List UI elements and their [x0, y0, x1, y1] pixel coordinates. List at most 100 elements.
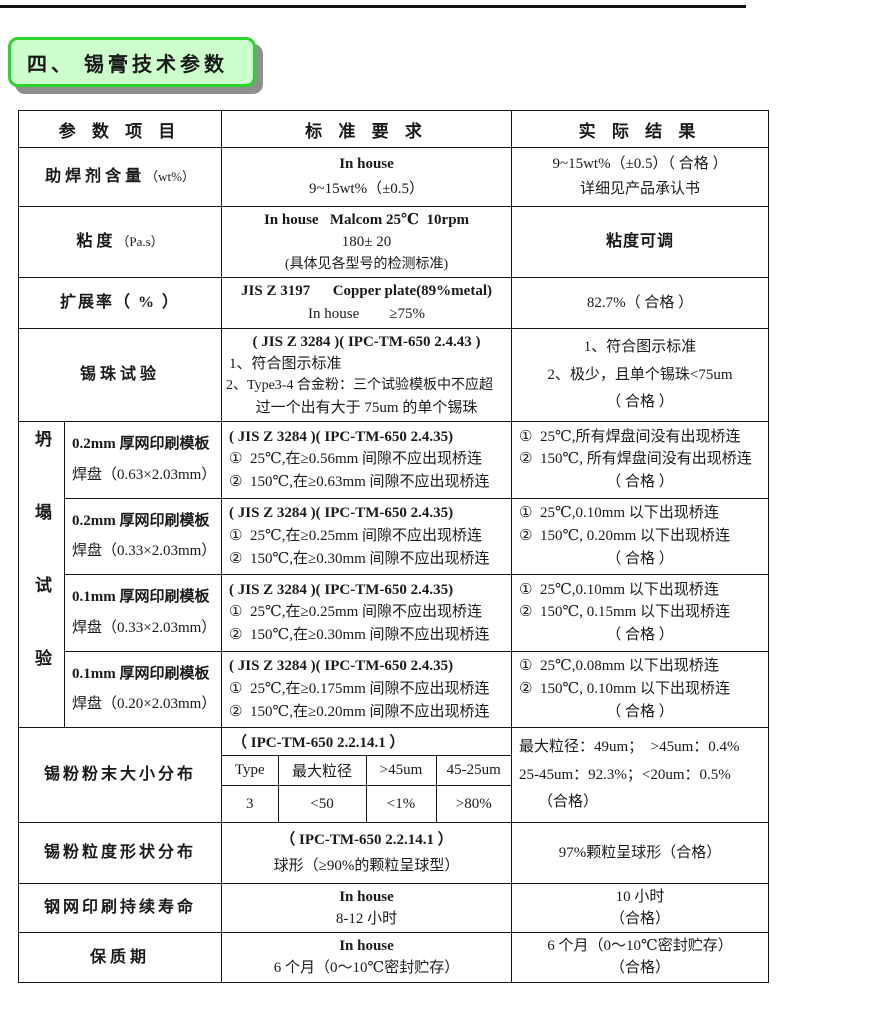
powder-shape-param-cell: 锡粉粒度形状分布	[18, 822, 222, 884]
collapse-3-label-line1: 0.1mm 厚网印刷模板	[72, 589, 210, 606]
viscosity-param-label: 粘度	[76, 233, 117, 250]
shelf-life-param-cell: 保质期	[18, 932, 222, 983]
powder-size-result-cell: 最大粒径：49um； >45um：0.4% 25-45um：92.3%；<20u…	[511, 727, 769, 823]
powder-shape-res-line1: 97%颗粒呈球形（合格）	[558, 844, 722, 861]
stencil-life-param-label: 钢网印刷持续寿命	[43, 899, 196, 916]
collapse-1-standard-cell: ( JIS Z 3284 )( IPC-TM-650 2.4.35) ① 25℃…	[221, 421, 512, 499]
viscosity-param-unit: （Pa.s）	[116, 234, 164, 249]
collapse-4-std-line1: ( JIS Z 3284 )( IPC-TM-650 2.4.35)	[229, 658, 454, 675]
stencil-life-param-cell: 钢网印刷持续寿命	[18, 883, 222, 933]
flux-result-cell: 9~15wt%（±0.5）（ 合格 ） 详细见产品承认书	[511, 147, 769, 207]
collapse-4-result-cell: ① 25℃,0.08mm 以下出现桥连 ② 150℃, 0.10mm 以下出现桥…	[511, 650, 769, 728]
collapse-2-std-line2: ① 25℃,在≥0.25mm 间隙不应出现桥连	[229, 527, 483, 544]
inner-col-maxsize: 最大粒径	[277, 756, 367, 786]
collapse-3-result-cell: ① 25℃,0.10mm 以下出现桥连 ② 150℃, 0.15mm 以下出现桥…	[511, 574, 769, 652]
flux-std-line2: 9~15wt%（±0.5）	[308, 181, 425, 198]
collapse-group-label: 坍塌试验	[32, 430, 51, 722]
collapse-2-res-line2: ② 150℃, 0.20mm 以下出现桥连	[519, 527, 731, 544]
collapse-4-res-line1: ① 25℃,0.08mm 以下出现桥连	[519, 658, 719, 675]
row-powder-shape: 锡粉粒度形状分布 （ IPC-TM-650 2.2.14.1 ） 球形（≥90%…	[18, 822, 769, 884]
collapse-3-standard-cell: ( JIS Z 3284 )( IPC-TM-650 2.4.35) ① 25℃…	[221, 574, 512, 652]
row-flux-content: 助焊剂含量（wt%） In house 9~15wt%（±0.5） 9~15wt…	[18, 147, 769, 207]
solder-ball-std-line3: 2、Type3-4 合金粉：三个试验模板中不应超	[226, 378, 493, 394]
collapse-4-label-line1: 0.1mm 厚网印刷模板	[72, 665, 210, 682]
inner-col-type: Type	[222, 756, 279, 786]
flux-param-unit: （wt%）	[145, 169, 195, 184]
powder-size-param-cell: 锡粉粉末大小分布	[18, 727, 222, 823]
solder-ball-res-line1: 1、符合图示标准	[583, 338, 697, 355]
shelf-life-std-line2: 6 个月（0～10℃密封贮存）	[273, 960, 460, 977]
header-result: 实 际 结 果	[511, 110, 769, 148]
collapse-3-res-line3: （ 合格 ）	[606, 627, 674, 644]
inner-val-type: 3	[222, 785, 279, 822]
flux-standard-cell: In house 9~15wt%（±0.5）	[221, 147, 512, 207]
stencil-life-res-line2: （合格）	[609, 910, 670, 927]
powder-size-param-label: 锡粉粉末大小分布	[43, 766, 196, 783]
row-collapse-1: 坍塌试验 0.2mm 厚网印刷模板 焊盘（0.63×2.03mm） ( JIS …	[18, 421, 769, 728]
stencil-life-std-line2: 8-12 小时	[335, 910, 398, 927]
collapse-3-res-line2: ② 150℃, 0.15mm 以下出现桥连	[519, 604, 731, 621]
flux-param-cell: 助焊剂含量（wt%）	[18, 147, 222, 207]
collapse-2-standard-cell: ( JIS Z 3284 )( IPC-TM-650 2.4.35) ① 25℃…	[221, 497, 512, 575]
collapse-4-label-line2: 焊盘（0.20×2.03mm）	[72, 696, 217, 712]
collapse-1-std-line2: ① 25℃,在≥0.56mm 间隙不应出现桥连	[229, 451, 483, 468]
powder-size-inner-table: Type 最大粒径 >45um 45-25um 3 <50 <1% >80%	[222, 756, 511, 822]
shelf-life-std-line1: In house	[339, 937, 394, 954]
collapse-2-res-line1: ① 25℃,0.10mm 以下出现桥连	[519, 505, 719, 522]
powder-shape-std-line2: 球形（≥90%的颗粒呈球型）	[273, 857, 460, 874]
collapse-2-label-cell: 0.2mm 厚网印刷模板 焊盘（0.33×2.03mm）	[64, 497, 222, 575]
spread-result-cell: 82.7%（ 合格 ）	[511, 277, 769, 329]
spec-table: 参 数 项 目 标 准 要 求 实 际 结 果 助焊剂含量（wt%） In ho…	[18, 110, 769, 983]
powder-size-std-header: （ IPC-TM-650 2.2.14.1 ）	[222, 728, 511, 756]
collapse-2-res-line3: （ 合格 ）	[606, 550, 674, 567]
section-title: 四、 锡膏技术参数	[27, 53, 228, 76]
powder-shape-standard-cell: （ IPC-TM-650 2.2.14.1 ） 球形（≥90%的颗粒呈球型）	[221, 822, 512, 884]
inner-val-gt45: <1%	[365, 785, 437, 822]
inner-val-45-25: >80%	[435, 785, 511, 822]
table-header-row: 参 数 项 目 标 准 要 求 实 际 结 果	[18, 110, 769, 148]
inner-value-row: 3 <50 <1% >80%	[222, 785, 511, 822]
collapse-4-standard-cell: ( JIS Z 3284 )( IPC-TM-650 2.4.35) ① 25℃…	[221, 650, 512, 728]
viscosity-result-cell: 粘度可调	[511, 206, 769, 278]
row-stencil-life: 钢网印刷持续寿命 In house 8-12 小时 10 小时 （合格）	[18, 883, 769, 933]
shelf-life-param-label: 保质期	[89, 948, 150, 966]
powder-size-res-line2: 25-45um：92.3%；<20um：0.5%	[519, 766, 731, 783]
flux-res-line1: 9~15wt%（±0.5）（ 合格 ）	[552, 155, 728, 172]
solder-ball-param-cell: 锡珠试验	[18, 328, 222, 422]
solder-ball-res-line2: 2、极少，且单个锡珠<75um	[547, 366, 733, 383]
collapse-3-std-line1: ( JIS Z 3284 )( IPC-TM-650 2.4.35)	[229, 581, 454, 598]
collapse-3-label-cell: 0.1mm 厚网印刷模板 焊盘（0.33×2.03mm）	[64, 574, 222, 652]
collapse-2-label-line1: 0.2mm 厚网印刷模板	[72, 512, 210, 529]
spread-param-cell: 扩展率（ % ）	[18, 277, 222, 329]
solder-ball-param-label: 锡珠试验	[79, 366, 160, 383]
collapse-1-std-line3: ② 150℃,在≥0.63mm 间隙不应出现桥连	[229, 474, 490, 491]
inner-col-gt45: >45um	[365, 756, 437, 786]
collapse-1-res-line1: ① 25℃,所有焊盘间没有出现桥连	[519, 428, 741, 445]
viscosity-param-cell: 粘度（Pa.s）	[18, 206, 222, 278]
powder-shape-param-label: 锡粉粒度形状分布	[43, 844, 196, 861]
powder-shape-std-line1: （ IPC-TM-650 2.2.14.1 ）	[280, 831, 453, 848]
collapse-3-res-line1: ① 25℃,0.10mm 以下出现桥连	[519, 581, 719, 598]
row-powder-size: 锡粉粉末大小分布 （ IPC-TM-650 2.2.14.1 ） Type 最大…	[18, 727, 769, 823]
row-collapse-3: 0.1mm 厚网印刷模板 焊盘（0.33×2.03mm） ( JIS Z 328…	[19, 574, 769, 652]
solder-ball-standard-cell: ( JIS Z 3284 )( IPC-TM-650 2.4.43 ) 1、符合…	[221, 328, 512, 422]
collapse-2-std-line3: ② 150℃,在≥0.30mm 间隙不应出现桥连	[229, 550, 490, 567]
stencil-life-res-line1: 10 小时	[615, 888, 665, 905]
collapse-1-res-line3: （ 合格 ）	[606, 474, 674, 491]
collapse-2-std-line1: ( JIS Z 3284 )( IPC-TM-650 2.4.35)	[229, 505, 454, 522]
spread-res-line1: 82.7%（ 合格 ）	[586, 294, 694, 311]
row-solder-ball: 锡珠试验 ( JIS Z 3284 )( IPC-TM-650 2.4.43 )…	[18, 328, 769, 422]
collapse-4-std-line2: ① 25℃,在≥0.175mm 间隙不应出现桥连	[229, 680, 490, 697]
collapse-1-label-line2: 焊盘（0.63×2.03mm）	[72, 466, 217, 483]
collapse-3-std-line2: ① 25℃,在≥0.25mm 间隙不应出现桥连	[229, 604, 483, 621]
collapse-4-res-line2: ② 150℃, 0.10mm 以下出现桥连	[519, 680, 731, 697]
powder-size-standard-cell: （ IPC-TM-650 2.2.14.1 ） Type 最大粒径 >45um …	[221, 727, 512, 823]
stencil-life-result-cell: 10 小时 （合格）	[511, 883, 769, 933]
shelf-life-res-line2: （合格）	[609, 960, 670, 977]
top-rule	[0, 5, 746, 8]
inner-header-row: Type 最大粒径 >45um 45-25um	[222, 756, 511, 786]
spread-std-line1: JIS Z 3197 Copper plate(89%metal)	[241, 283, 492, 300]
shelf-life-result-cell: 6 个月（0～10℃密封贮存） （合格）	[511, 932, 769, 983]
inner-val-maxsize: <50	[277, 785, 367, 822]
collapse-1-result-cell: ① 25℃,所有焊盘间没有出现桥连 ② 150℃, 所有焊盘间没有出现桥连 （ …	[511, 421, 769, 499]
